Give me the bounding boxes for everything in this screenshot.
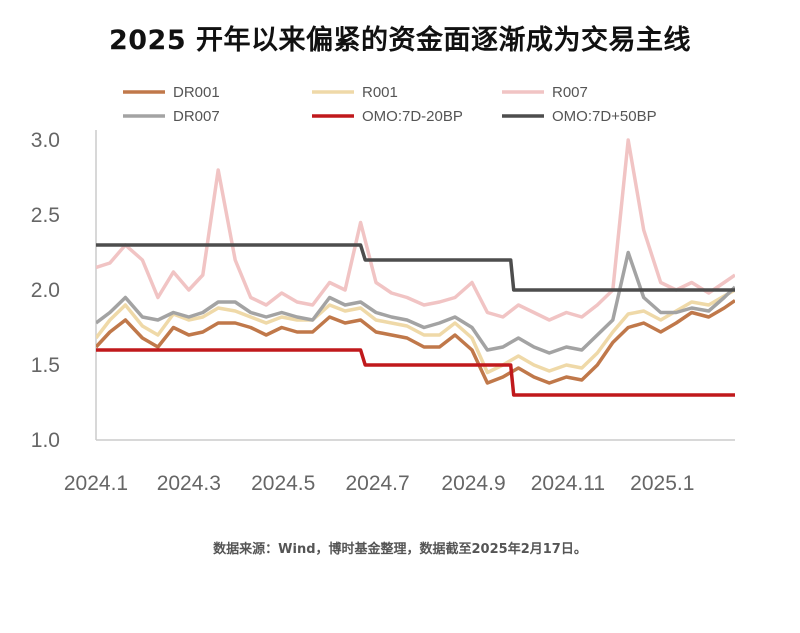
y-tick-label: 3.0: [31, 129, 60, 152]
legend-item: DR007: [123, 108, 220, 125]
legend: DR001 DR007 R001 R007 OMO:7D-20BP OMO:7D+50BP: [123, 84, 657, 125]
x-tick-label: 2024.11: [531, 472, 605, 495]
y-tick-labels: 3.0 2.5 2.0 1.5 1.0: [31, 129, 60, 452]
chart-title: 2025 开年以来偏紧的资金面逐渐成为交易主线: [108, 25, 692, 56]
x-tick-label: 2024.7: [345, 472, 409, 495]
y-tick-label: 2.5: [31, 204, 60, 227]
series-line-dr007: [96, 250, 735, 355]
legend-label: DR001: [173, 84, 220, 101]
axes: [95, 130, 735, 441]
x-tick-label: 2024.1: [64, 472, 128, 495]
plot-area: [96, 138, 735, 397]
source-note: 数据来源：Wind，博时基金整理，数据截至2025年2月17日。: [213, 542, 587, 557]
legend-label: OMO:7D-20BP: [362, 108, 463, 125]
y-tick-label: 1.0: [31, 429, 60, 452]
legend-label: R001: [362, 84, 398, 101]
series-line-dr001: [96, 299, 735, 385]
legend-item: R001: [312, 84, 398, 101]
legend-item: DR001: [123, 84, 220, 101]
series-line-omo-7d-50bp: [96, 243, 735, 292]
legend-label: OMO:7D+50BP: [552, 108, 657, 125]
x-tick-labels: 2024.1 2024.3 2024.5 2024.7 2024.9 2024.11 202…: [64, 472, 695, 495]
x-tick-label: 2024.9: [441, 472, 505, 495]
legend-item: R007: [502, 84, 588, 101]
y-tick-label: 1.5: [31, 354, 60, 377]
x-tick-label: 2025.1: [630, 472, 694, 495]
series-line-r007: [96, 138, 735, 322]
y-tick-label: 2.0: [31, 279, 60, 302]
x-tick-label: 2024.3: [157, 472, 221, 495]
legend-label: DR007: [173, 108, 220, 125]
series-line-omo-7d-20bp: [96, 348, 735, 397]
legend-label: R007: [552, 84, 588, 101]
x-tick-label: 2024.5: [251, 472, 315, 495]
legend-item: OMO:7D-20BP: [312, 108, 463, 125]
series-line-r001: [96, 288, 735, 375]
legend-item: OMO:7D+50BP: [502, 108, 657, 125]
